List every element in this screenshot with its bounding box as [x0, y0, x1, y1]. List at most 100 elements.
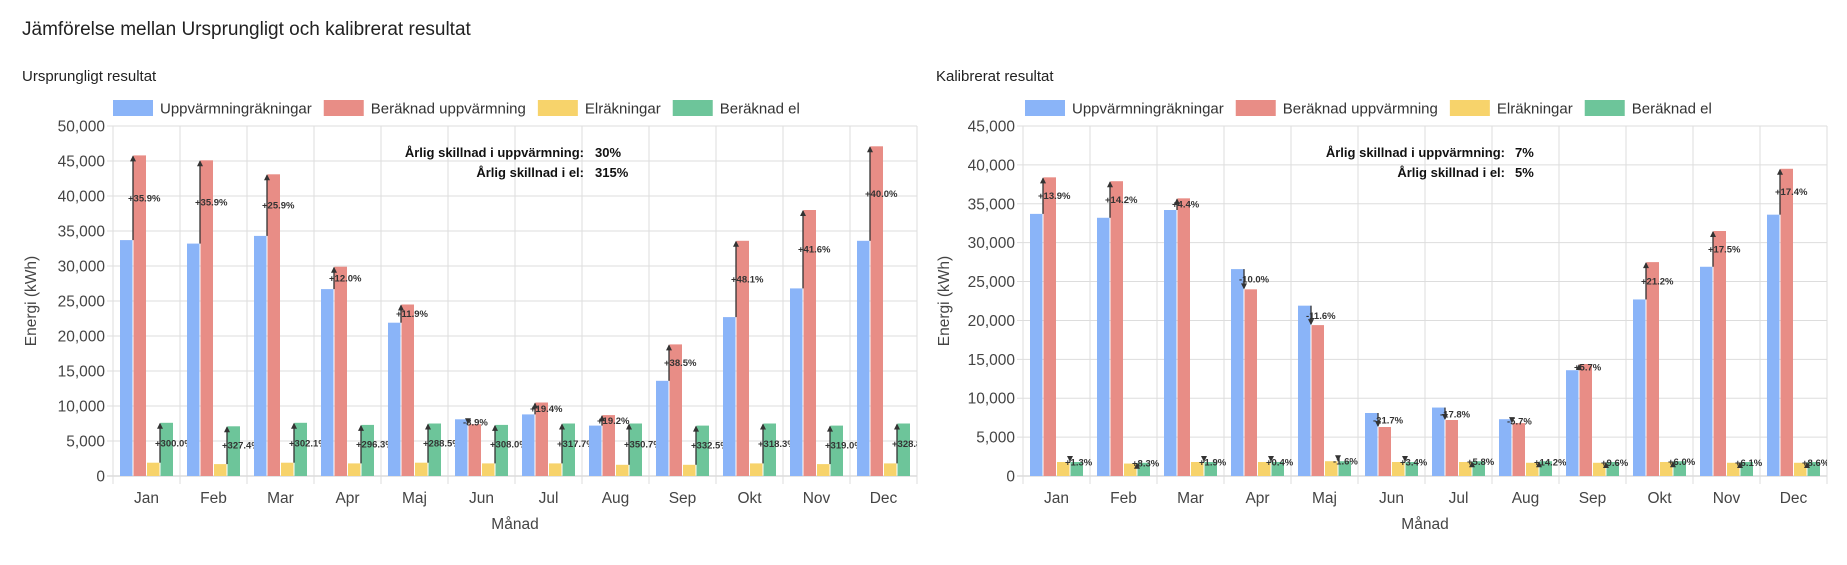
bar-1-mar: [1164, 210, 1177, 476]
arrowhead-icon: [760, 423, 766, 430]
x-tick-label: Feb: [200, 490, 227, 507]
diff-label-el: +300.0%: [155, 438, 193, 449]
diff-label-heating: +12.0%: [329, 273, 362, 284]
arrowhead-icon: [1576, 364, 1582, 370]
bar-3-apr: [348, 463, 361, 476]
x-tick-label: Aug: [602, 490, 630, 507]
chart-calibrated: 0 5,000 10,000 15,000 20,000 25,000 30,000 35,0…: [936, 100, 1828, 533]
y-tick-label: 45,000: [968, 119, 1016, 136]
bar-1-okt: [723, 317, 736, 476]
y-tick-label: 20,000: [968, 313, 1016, 330]
annotation-value: 7%: [1515, 145, 1534, 160]
bar-3-maj: [1325, 461, 1338, 476]
bar-1-aug: [1499, 419, 1512, 476]
arrowhead-icon: [331, 266, 337, 273]
bar-4-sep: [1606, 462, 1619, 476]
bar-1-maj: [388, 322, 401, 476]
diff-label-heating: +17.4%: [1775, 187, 1808, 198]
bar-2-feb: [1110, 181, 1123, 476]
y-tick-label: 5,000: [66, 434, 105, 451]
arrowhead-icon: [1603, 462, 1609, 468]
arrowhead-icon: [1067, 456, 1073, 462]
bar-1-mar: [254, 235, 267, 476]
diff-label-el: +350.7%: [624, 440, 662, 451]
bar-4-sep: [696, 425, 709, 476]
annotation-label: Årlig skillnad i el:: [476, 165, 584, 180]
arrowhead-icon: [1335, 455, 1341, 462]
arrowhead-icon: [1375, 421, 1381, 427]
bar-4-mar: [1204, 462, 1217, 476]
bar-3-apr: [1258, 462, 1271, 476]
y-tick-label: 30,000: [968, 235, 1016, 252]
bar-1-dec: [1767, 214, 1780, 476]
bar-2-sep: [1579, 364, 1592, 476]
legend-swatch-3: [537, 100, 578, 116]
y-tick-label: 25,000: [968, 274, 1016, 291]
legend-label-2: Beräknad uppvärmning: [1283, 101, 1438, 118]
arrowhead-icon: [626, 423, 632, 430]
diff-label-el: +317.7%: [557, 439, 595, 450]
diff-label-heating: +19.2%: [597, 416, 630, 427]
bar-2-jun: [1378, 427, 1391, 476]
arrowhead-icon: [1670, 461, 1676, 468]
bar-4-dec: [1807, 462, 1820, 476]
y-axis-title: Energi (kWh): [936, 256, 953, 346]
arrowhead-icon: [559, 423, 565, 430]
arrowhead-icon: [1509, 417, 1515, 424]
legend-label-2: Beräknad uppvärmning: [371, 101, 526, 118]
legend-swatch-4: [1584, 100, 1625, 116]
bar-3-dec: [884, 463, 897, 476]
arrowhead-icon: [733, 240, 739, 247]
diff-label-heating: +35.9%: [195, 197, 228, 208]
arrowhead-icon: [1777, 168, 1783, 175]
x-tick-label: Okt: [1647, 490, 1672, 507]
annotation-value: 30%: [595, 145, 621, 160]
arrowhead-icon: [827, 425, 833, 432]
diff-label-el: +328.8%: [892, 439, 930, 450]
bar-2-jan: [1043, 177, 1056, 477]
bar-1-jan: [1030, 213, 1043, 476]
diff-label-heating: +40.0%: [865, 189, 898, 200]
arrowhead-icon: [1643, 262, 1649, 269]
diff-label-el: +14.2%: [1534, 458, 1567, 469]
bar-2-mar: [1177, 198, 1190, 477]
x-tick-label: Dec: [1780, 490, 1808, 507]
bar-2-jan: [133, 155, 146, 476]
bar-3-jan: [147, 462, 160, 476]
arrowhead-icon: [130, 155, 136, 162]
x-tick-label: Jul: [539, 490, 559, 507]
annotation-label: Årlig skillnad i uppvärmning:: [405, 145, 584, 160]
diff-label-heating: +11.9%: [396, 309, 429, 320]
x-tick-label: Jan: [134, 490, 159, 507]
x-tick-label: Apr: [1245, 490, 1269, 507]
bar-1-okt: [1633, 299, 1646, 476]
diff-label-heating: +41.6%: [798, 245, 831, 256]
bar-4-aug: [1539, 461, 1552, 476]
arrowhead-icon: [1040, 177, 1046, 184]
arrowhead-icon: [1536, 461, 1542, 468]
diff-label-el: +319.0%: [825, 440, 863, 451]
diff-label-el: +0.4%: [1266, 458, 1294, 469]
bar-1-feb: [187, 243, 200, 476]
bar-4-apr: [361, 424, 374, 476]
bar-3-nov: [817, 464, 830, 476]
bar-1-jan: [120, 240, 133, 476]
bar-1-maj: [1298, 305, 1311, 476]
arrowhead-icon: [1268, 456, 1274, 462]
diff-label-el: +9.6%: [1601, 458, 1629, 469]
bar-3-aug: [1526, 462, 1539, 476]
bar-2-apr: [1244, 289, 1257, 476]
x-tick-label: Dec: [870, 490, 898, 507]
legend-swatch-1: [113, 100, 153, 116]
bar-4-okt: [763, 423, 776, 476]
annotation-value: 315%: [595, 165, 629, 180]
chart-title-calibrated: Kalibrerat resultat: [936, 68, 1054, 85]
arrowhead-icon: [1737, 462, 1743, 468]
bar-3-okt: [750, 463, 763, 476]
bar-2-apr: [334, 266, 347, 476]
arrowhead-icon: [358, 424, 364, 431]
y-tick-label: 40,000: [968, 157, 1016, 174]
y-axis-title: Energi (kWh): [23, 256, 40, 346]
diff-label-heating: -21.7%: [1373, 416, 1404, 427]
legend-label-3: Elräkningar: [585, 101, 661, 118]
